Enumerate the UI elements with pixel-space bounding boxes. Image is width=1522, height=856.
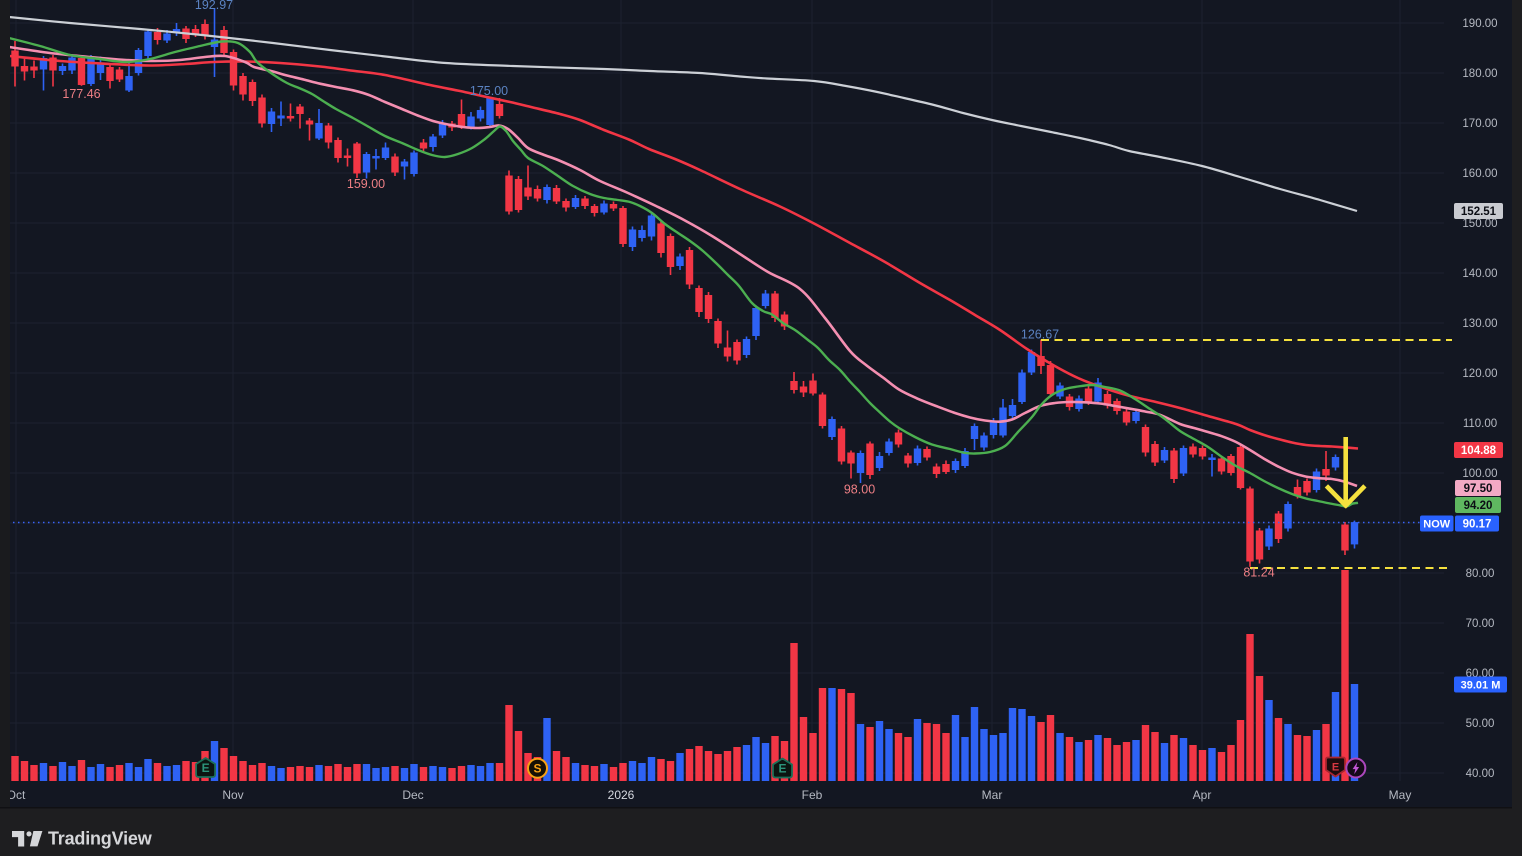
svg-text:Oct: Oct xyxy=(7,788,26,802)
svg-text:May: May xyxy=(1389,788,1412,802)
svg-text:130.00: 130.00 xyxy=(1462,318,1497,330)
svg-text:Feb: Feb xyxy=(802,788,823,802)
svg-text:E: E xyxy=(202,761,210,775)
svg-text:180.00: 180.00 xyxy=(1462,68,1497,80)
svg-text:170.00: 170.00 xyxy=(1462,118,1497,130)
svg-text:192.97: 192.97 xyxy=(195,0,233,12)
svg-text:190.00: 190.00 xyxy=(1462,18,1497,30)
svg-text:97.50: 97.50 xyxy=(1464,483,1493,495)
svg-text:150.00: 150.00 xyxy=(1462,218,1497,230)
svg-text:152.51: 152.51 xyxy=(1461,206,1497,218)
svg-text:S: S xyxy=(533,762,541,776)
svg-text:39.01 M: 39.01 M xyxy=(1461,680,1501,692)
svg-text:Apr: Apr xyxy=(1193,788,1212,802)
svg-text:104.88: 104.88 xyxy=(1461,445,1497,457)
svg-text:160.00: 160.00 xyxy=(1462,168,1497,180)
svg-text:E: E xyxy=(778,762,786,776)
svg-text:E: E xyxy=(1332,762,1339,774)
svg-text:126.67: 126.67 xyxy=(1021,328,1059,342)
svg-text:Dec: Dec xyxy=(402,788,423,802)
svg-text:Mar: Mar xyxy=(982,788,1003,802)
svg-text:120.00: 120.00 xyxy=(1462,368,1497,380)
svg-text:70.00: 70.00 xyxy=(1466,618,1495,630)
svg-text:177.46: 177.46 xyxy=(62,87,100,101)
svg-text:TradingView: TradingView xyxy=(48,829,153,849)
svg-text:NOW: NOW xyxy=(1423,519,1451,531)
svg-text:98.00: 98.00 xyxy=(844,483,875,497)
svg-text:2026: 2026 xyxy=(608,788,635,802)
svg-text:159.00: 159.00 xyxy=(347,177,385,191)
svg-text:40.00: 40.00 xyxy=(1466,768,1495,780)
svg-text:175.00: 175.00 xyxy=(470,84,508,98)
svg-text:81.24: 81.24 xyxy=(1243,566,1274,580)
svg-text:50.00: 50.00 xyxy=(1466,718,1495,730)
svg-text:100.00: 100.00 xyxy=(1462,468,1497,480)
svg-text:94.20: 94.20 xyxy=(1464,500,1493,512)
svg-text:90.17: 90.17 xyxy=(1463,519,1492,531)
svg-text:140.00: 140.00 xyxy=(1462,268,1497,280)
svg-text:110.00: 110.00 xyxy=(1463,418,1497,430)
svg-text:80.00: 80.00 xyxy=(1466,568,1495,580)
svg-text:Nov: Nov xyxy=(222,788,243,802)
